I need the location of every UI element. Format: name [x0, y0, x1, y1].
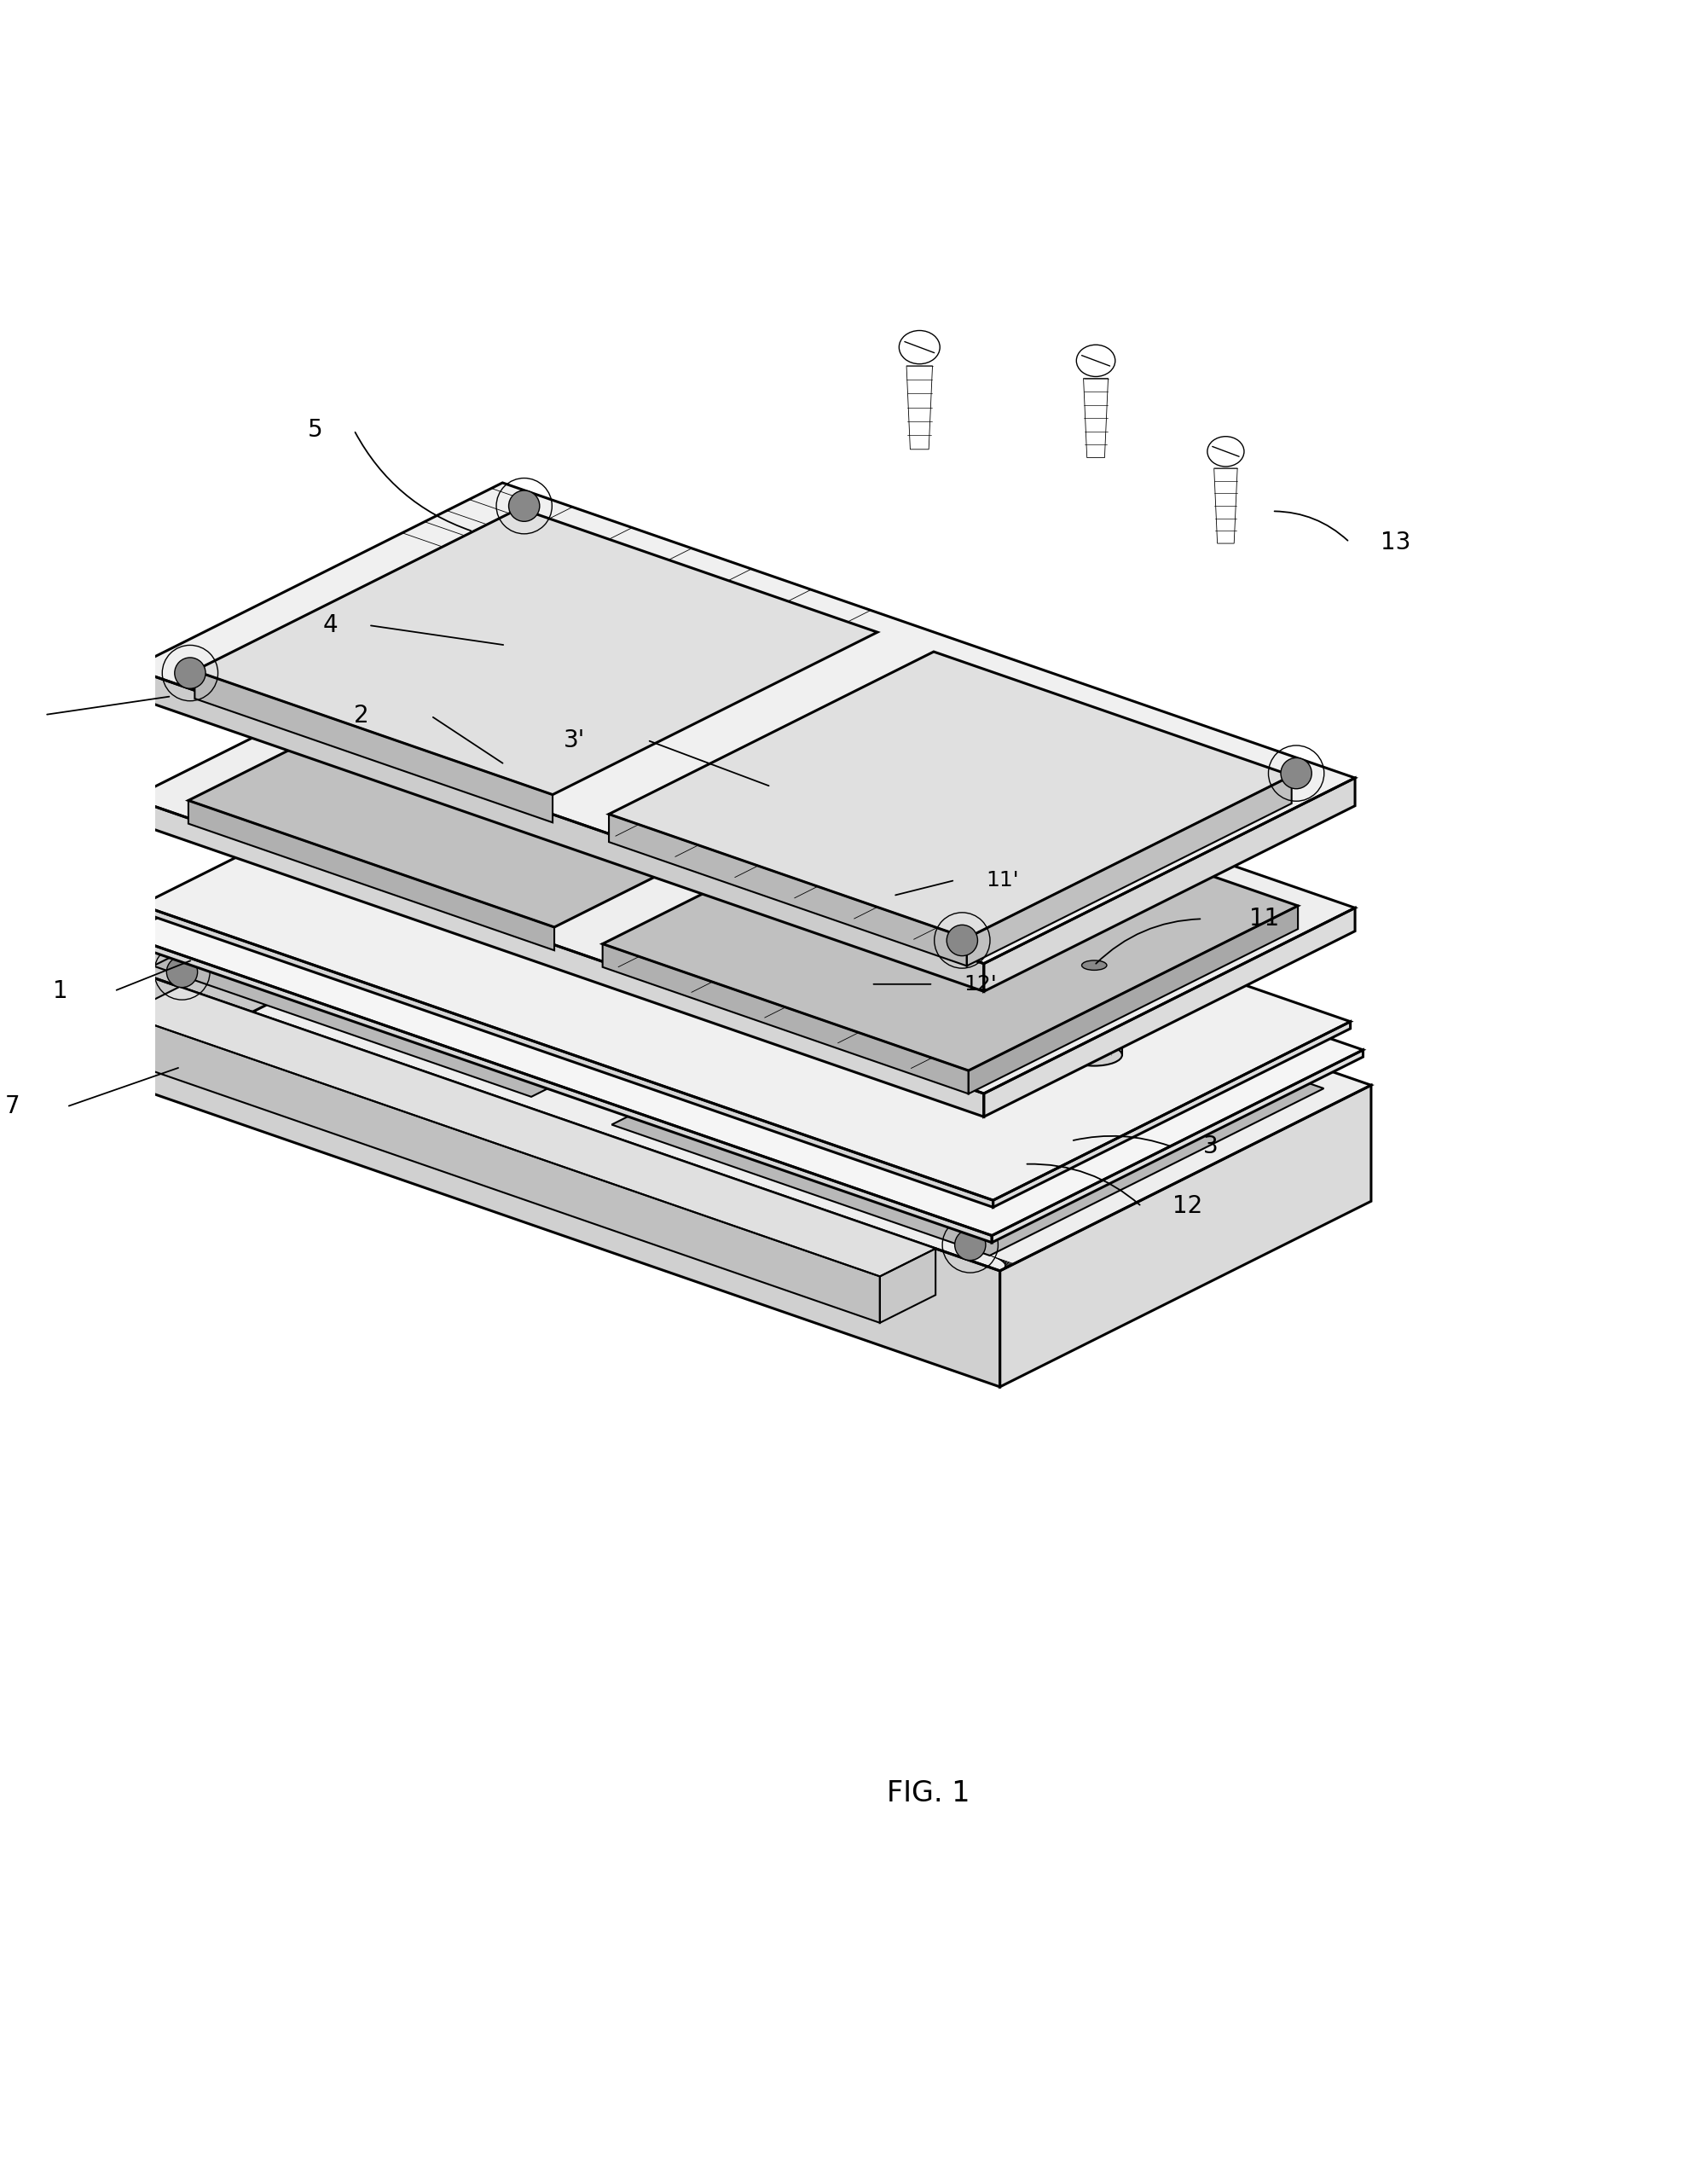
Polygon shape — [984, 909, 1354, 1116]
Circle shape — [946, 926, 977, 956]
Ellipse shape — [960, 852, 984, 861]
Polygon shape — [799, 906, 827, 937]
Polygon shape — [123, 934, 992, 1243]
Circle shape — [174, 658, 205, 688]
Text: 13: 13 — [1380, 531, 1411, 555]
Ellipse shape — [898, 330, 939, 365]
Polygon shape — [1214, 468, 1237, 544]
Polygon shape — [743, 788, 799, 876]
Polygon shape — [125, 1014, 880, 1323]
Polygon shape — [999, 1085, 1372, 1388]
Circle shape — [509, 490, 540, 522]
Text: 4: 4 — [323, 613, 338, 637]
Polygon shape — [719, 878, 827, 921]
Polygon shape — [907, 367, 933, 449]
Polygon shape — [140, 727, 1351, 1200]
Polygon shape — [195, 509, 878, 794]
Text: 3': 3' — [564, 727, 586, 753]
Text: 12: 12 — [1172, 1196, 1202, 1219]
Polygon shape — [140, 904, 992, 1206]
Ellipse shape — [1076, 345, 1115, 375]
Ellipse shape — [945, 934, 999, 956]
Polygon shape — [984, 777, 1354, 991]
Polygon shape — [114, 965, 999, 1388]
Polygon shape — [866, 896, 921, 986]
Polygon shape — [799, 906, 924, 954]
Circle shape — [500, 790, 531, 820]
Ellipse shape — [1066, 954, 1122, 975]
Polygon shape — [603, 943, 968, 1094]
Ellipse shape — [881, 891, 905, 900]
Polygon shape — [992, 1021, 1351, 1206]
Polygon shape — [945, 857, 999, 945]
Ellipse shape — [1208, 436, 1243, 466]
Ellipse shape — [758, 781, 784, 792]
Polygon shape — [114, 779, 1372, 1271]
Polygon shape — [968, 906, 1298, 1094]
Ellipse shape — [743, 865, 799, 887]
Polygon shape — [880, 1249, 936, 1323]
Polygon shape — [603, 779, 1298, 1070]
Text: 11: 11 — [1249, 906, 1279, 930]
Polygon shape — [967, 775, 1291, 967]
Ellipse shape — [743, 775, 799, 798]
Circle shape — [167, 956, 198, 988]
Polygon shape — [992, 1051, 1363, 1243]
Polygon shape — [702, 930, 782, 982]
Polygon shape — [188, 801, 555, 950]
Text: 5: 5 — [307, 419, 323, 442]
Text: 7: 7 — [5, 1094, 20, 1118]
Ellipse shape — [866, 975, 921, 997]
Polygon shape — [195, 671, 553, 822]
Polygon shape — [719, 893, 799, 937]
Polygon shape — [610, 814, 967, 967]
Polygon shape — [132, 798, 984, 1116]
Polygon shape — [114, 779, 487, 1081]
Polygon shape — [610, 652, 1291, 939]
Ellipse shape — [945, 846, 999, 868]
Polygon shape — [611, 958, 1324, 1256]
Polygon shape — [132, 613, 1354, 1094]
Ellipse shape — [1066, 1044, 1122, 1066]
Polygon shape — [702, 913, 820, 958]
Polygon shape — [125, 986, 936, 1275]
Polygon shape — [132, 669, 984, 991]
Polygon shape — [154, 798, 866, 1096]
Text: 11': 11' — [986, 870, 1020, 891]
Polygon shape — [123, 749, 1363, 1237]
Ellipse shape — [1081, 960, 1107, 971]
Circle shape — [955, 1230, 986, 1260]
Text: 2: 2 — [354, 704, 369, 727]
Polygon shape — [132, 483, 1354, 965]
Text: FIG. 1: FIG. 1 — [886, 1780, 970, 1808]
Text: 12': 12' — [963, 973, 997, 995]
Polygon shape — [719, 878, 746, 909]
Text: 1: 1 — [53, 980, 68, 1003]
Polygon shape — [1083, 378, 1108, 457]
Polygon shape — [1066, 965, 1122, 1055]
Circle shape — [1281, 757, 1312, 790]
Text: 3: 3 — [1202, 1135, 1218, 1159]
Polygon shape — [799, 921, 895, 971]
Polygon shape — [188, 637, 883, 928]
Ellipse shape — [866, 885, 921, 906]
